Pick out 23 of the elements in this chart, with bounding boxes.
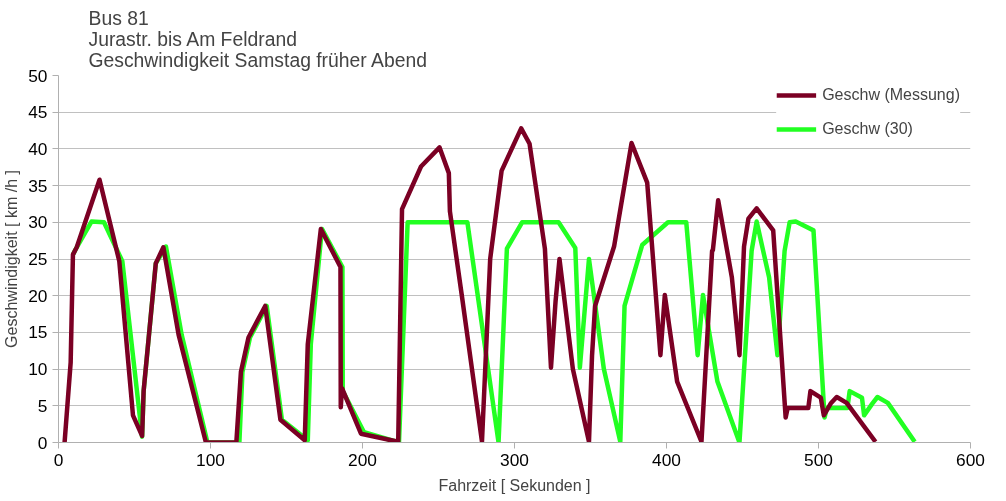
- y-tick-label: 25: [28, 249, 48, 269]
- y-axis-title: Geschwindigkeit [ km /h ]: [3, 170, 21, 348]
- y-tick-label: 0: [37, 432, 48, 453]
- x-tick-label: 100: [196, 449, 225, 470]
- y-tick-label: 40: [28, 138, 48, 159]
- x-tick-label: 600: [956, 449, 985, 470]
- y-tick-label: 5: [37, 395, 48, 416]
- legend-label: Geschw (30): [822, 120, 913, 138]
- y-tick-label: 35: [28, 175, 48, 196]
- x-tick-label: 500: [804, 449, 833, 470]
- y-tick-label: 20: [28, 285, 48, 306]
- y-tick-label: 10: [28, 359, 48, 380]
- legend-label: Geschw (Messung): [822, 86, 960, 104]
- x-tick-label: 0: [53, 449, 64, 470]
- y-tick-label: 30: [28, 212, 48, 233]
- chart-title: Bus 81 Jurastr. bis Am Feldrand Geschwindigkeit Samstag früher Abend: [88, 7, 427, 71]
- x-tick-label: 200: [348, 449, 377, 470]
- y-tick-label: 45: [28, 102, 48, 123]
- y-tick-label: 50: [28, 65, 48, 86]
- x-tick-label: 300: [500, 449, 529, 470]
- x-tick-label: 400: [652, 449, 681, 470]
- y-tick-label: 15: [28, 322, 48, 343]
- x-axis-title: Fahrzeit [ Sekunden ]: [438, 476, 591, 494]
